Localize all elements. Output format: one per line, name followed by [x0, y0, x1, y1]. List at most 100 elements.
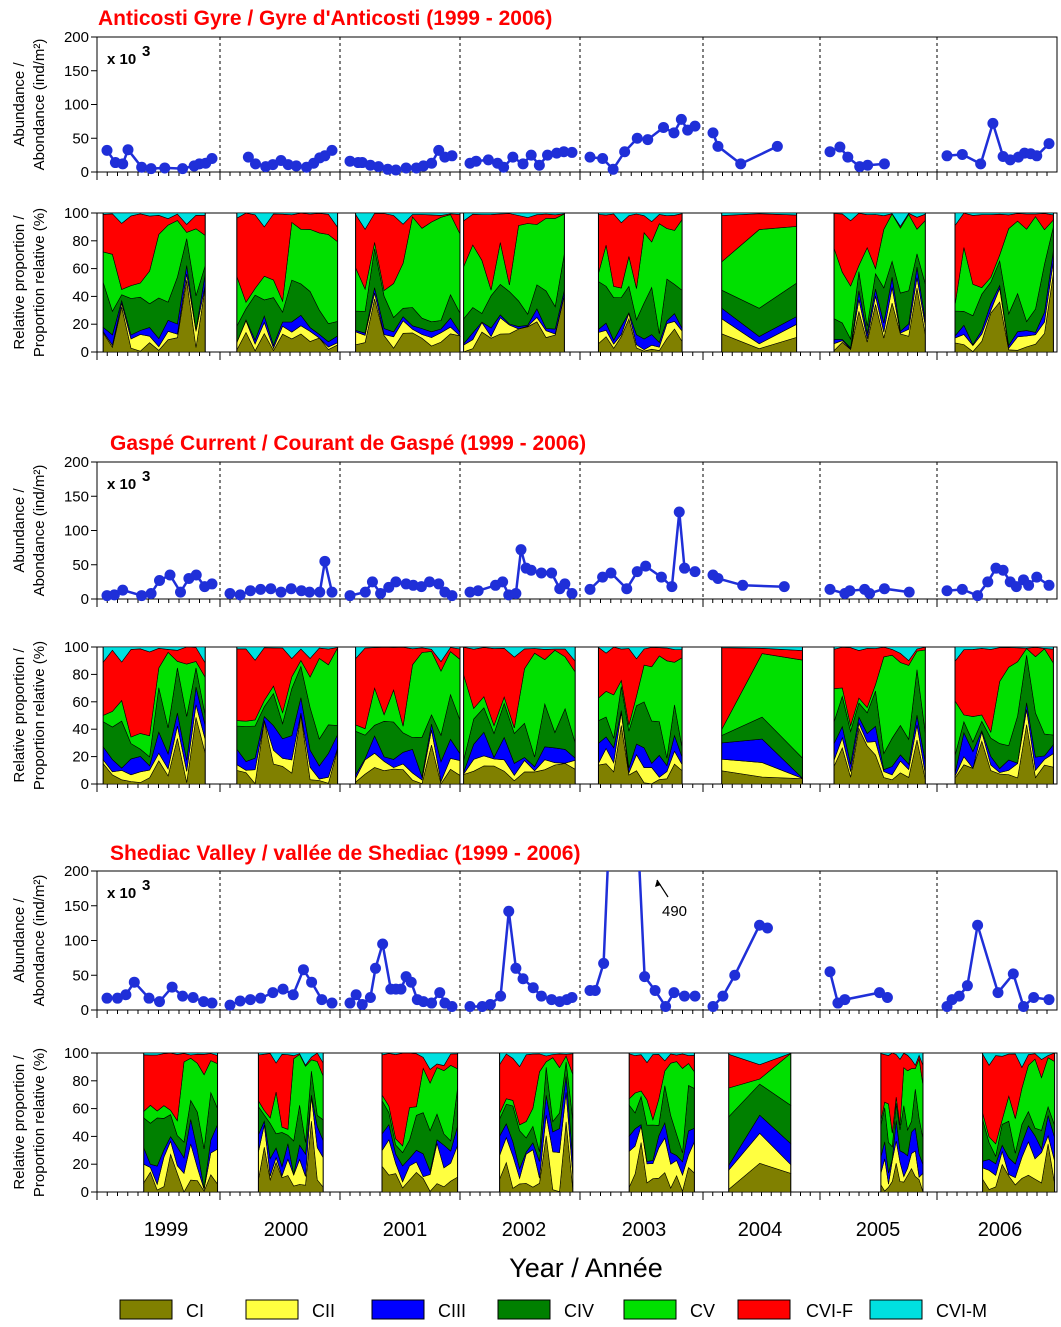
data-point	[1010, 581, 1022, 593]
proportion-ytick-label: 100	[64, 1045, 89, 1062]
data-point	[434, 987, 446, 999]
stacked-area-2004	[728, 1052, 792, 1193]
data-point	[1043, 994, 1055, 1006]
data-point	[177, 163, 189, 175]
proportion-ytick-label: 20	[72, 749, 89, 766]
data-point	[778, 581, 790, 593]
data-point	[824, 583, 836, 595]
data-point	[495, 990, 507, 1002]
x-axis-title: Year / Année	[509, 1253, 663, 1283]
data-point	[446, 1001, 458, 1013]
proportion-ytick-label: 0	[81, 1184, 89, 1201]
data-point	[234, 995, 246, 1007]
data-point	[295, 585, 307, 597]
data-point	[839, 994, 851, 1006]
data-point	[997, 564, 1009, 576]
multiplier-exponent: 3	[142, 877, 150, 894]
data-point	[255, 583, 267, 595]
data-point	[566, 146, 578, 158]
abundance-ylabel-line1: Abundance /	[11, 488, 28, 573]
data-point	[446, 590, 458, 602]
proportion-ytick-label: 0	[81, 776, 89, 793]
data-point	[668, 127, 680, 139]
abundance-ylabel-line2: Abondance (ind/m²)	[31, 875, 48, 1007]
data-point	[621, 583, 633, 595]
data-point	[255, 992, 267, 1004]
data-point	[390, 164, 402, 176]
data-point	[377, 938, 389, 950]
data-point	[712, 140, 724, 152]
data-point	[101, 992, 113, 1004]
data-point	[956, 583, 968, 595]
data-point	[224, 588, 236, 600]
data-point	[631, 566, 643, 578]
data-point	[527, 982, 539, 994]
multiplier-label: x 10	[107, 51, 136, 68]
year-label-1999: 1999	[144, 1219, 189, 1241]
proportion-ytick-label: 0	[81, 344, 89, 361]
proportion-ytick-label: 20	[72, 1156, 89, 1173]
legend-label-civ: CIV	[564, 1301, 594, 1321]
stacked-area-2002	[463, 212, 565, 353]
data-point	[712, 572, 724, 584]
data-point	[407, 579, 419, 591]
data-point	[224, 999, 236, 1011]
data-point	[472, 585, 484, 597]
proportion-ytick-label: 40	[72, 1128, 89, 1145]
data-point	[535, 567, 547, 579]
abundance-line	[711, 132, 778, 166]
data-point	[941, 150, 953, 162]
data-point	[566, 991, 578, 1003]
legend-label-cii: CII	[312, 1301, 335, 1321]
data-point	[987, 117, 999, 129]
legend: CI CII CIII CIV CV CVI-F CVI-M	[119, 1299, 987, 1321]
abundance-frame	[96, 461, 1058, 600]
year-label-2002: 2002	[502, 1219, 547, 1241]
data-point	[862, 159, 874, 171]
data-point	[605, 567, 617, 579]
data-point	[679, 562, 690, 574]
data-point	[426, 157, 438, 169]
data-point	[166, 981, 178, 993]
data-point	[498, 161, 510, 173]
data-point	[319, 555, 331, 567]
data-point	[234, 589, 246, 601]
data-point	[972, 590, 984, 602]
proportion-ylabel-line2: Proportion relative (%)	[31, 1048, 48, 1197]
data-point	[366, 576, 378, 588]
data-point	[1043, 138, 1055, 150]
proportion-plot-1: Relative proportion / Proportion relative…	[11, 639, 1058, 793]
data-point	[470, 155, 482, 167]
data-point	[961, 980, 973, 992]
data-point	[689, 990, 701, 1002]
year-label-2004: 2004	[738, 1219, 783, 1241]
data-point	[525, 149, 537, 161]
stacked-area-2000	[236, 212, 339, 353]
data-point	[660, 1001, 672, 1013]
data-point	[1031, 571, 1043, 583]
data-point	[375, 588, 387, 600]
data-point	[689, 120, 701, 132]
data-point	[356, 998, 368, 1010]
abundance-ytick-label: 150	[64, 488, 89, 505]
data-point	[277, 983, 289, 995]
data-point	[878, 158, 890, 170]
data-point	[326, 997, 338, 1009]
data-point	[535, 990, 547, 1002]
data-point	[735, 158, 747, 170]
stacked-area-2003	[628, 1052, 695, 1193]
proportion-ytick-label: 20	[72, 316, 89, 333]
abundance-frame	[96, 36, 1058, 173]
abundance-ylabel-line1: Abundance /	[11, 898, 28, 983]
stacked-area-2001	[355, 212, 462, 353]
data-point	[136, 161, 148, 173]
stacked-area-2006	[954, 212, 1054, 353]
data-point	[655, 571, 667, 583]
year-label-2006: 2006	[978, 1219, 1023, 1241]
stacked-area-2003	[597, 212, 683, 353]
data-point	[878, 583, 890, 595]
data-point	[265, 583, 277, 595]
proportion-ytick-label: 40	[72, 288, 89, 305]
data-point	[584, 583, 596, 595]
